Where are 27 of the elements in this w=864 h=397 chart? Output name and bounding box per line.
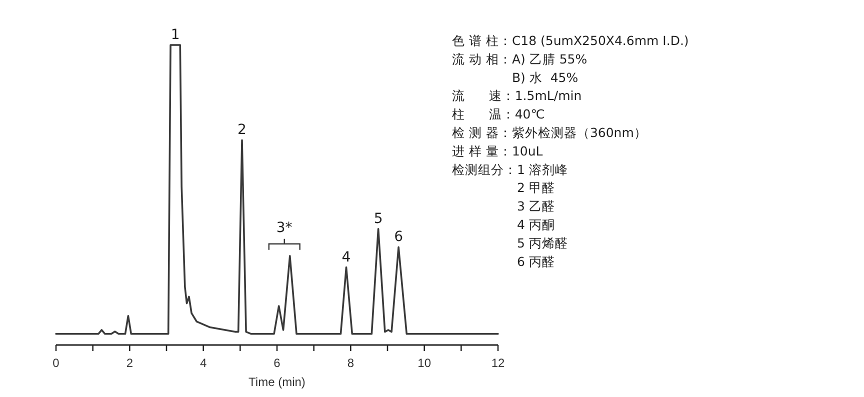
- annotation: 4: [342, 249, 351, 266]
- annotation: 进 样 量：10uL: [452, 143, 543, 158]
- annotation: 检测组分：1 溶剂峰: [452, 162, 568, 177]
- text: B) 水 45%: [512, 70, 578, 85]
- x-tick-label: 2: [126, 356, 134, 370]
- annotation: 3*: [276, 220, 292, 236]
- annotation: 1: [170, 27, 180, 43]
- annotation: 流 动 相：A) 乙腈 55%: [452, 51, 588, 66]
- annotation: 柱 温：40℃: [452, 106, 545, 122]
- text: 2 甲醛: [517, 180, 555, 196]
- text: 5 丙烯醛: [517, 235, 568, 250]
- text: 3 乙醛: [517, 198, 555, 214]
- x-axis-title: Time (min): [248, 375, 306, 389]
- x-tick-label: 8: [347, 356, 354, 370]
- x-tick-label: 6: [274, 356, 281, 370]
- x-tick-label: 4: [200, 356, 207, 370]
- annotation: 检 测 器：紫外检测器（360nm）: [452, 125, 647, 140]
- x-tick-label: 0: [52, 356, 60, 370]
- text: 4 丙酮: [517, 217, 555, 232]
- annotation: 色 谱 柱：C18 (5umX250X4.6mm I.D.): [452, 33, 689, 48]
- x-tick-label: 12: [491, 356, 505, 370]
- annotation: 6: [394, 229, 404, 246]
- annotation: 流 速：1.5mL/min: [452, 88, 582, 104]
- annotation: 5: [374, 210, 383, 227]
- x-tick-label: 10: [418, 356, 432, 370]
- annotation: 2: [238, 122, 246, 138]
- text: 6 丙醛: [517, 254, 555, 269]
